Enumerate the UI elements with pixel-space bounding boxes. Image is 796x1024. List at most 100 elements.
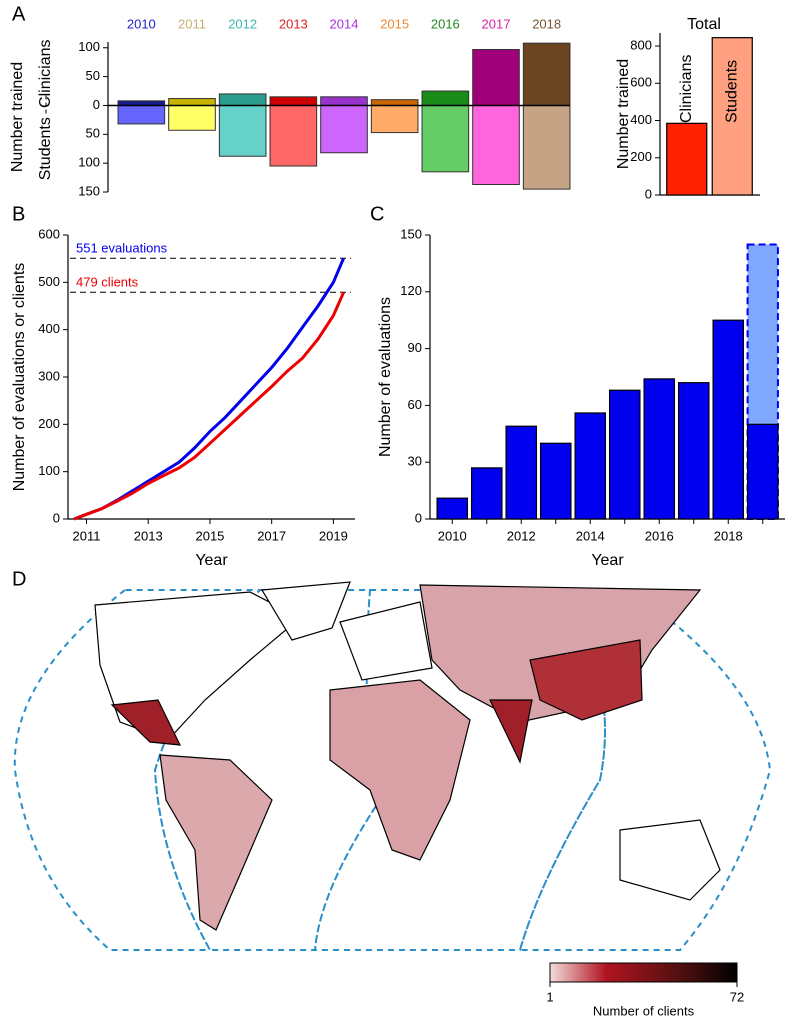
bar bbox=[269, 104, 318, 167]
panel-letter: D bbox=[12, 568, 26, 590]
y-axis-label: Number of evaluations or clients bbox=[11, 263, 28, 492]
world-map bbox=[13, 581, 772, 951]
bar bbox=[522, 104, 571, 190]
y-tick-label: 400 bbox=[38, 321, 60, 336]
y-tick-label: 100 bbox=[38, 463, 60, 478]
bar bbox=[608, 389, 641, 520]
y-tick-label: 200 bbox=[630, 149, 652, 164]
bar bbox=[117, 104, 166, 125]
panel-letter: A bbox=[12, 3, 26, 25]
bar bbox=[712, 319, 745, 520]
x-tick-label: 2010 bbox=[438, 528, 467, 543]
bar bbox=[746, 423, 779, 520]
bar bbox=[539, 442, 572, 520]
chart-title: Total bbox=[687, 16, 721, 33]
year-label: 2017 bbox=[482, 16, 511, 31]
y-tick-label: 90 bbox=[408, 340, 422, 355]
bar bbox=[436, 497, 469, 520]
bar bbox=[218, 104, 267, 157]
china bbox=[529, 639, 643, 721]
year-label: 2014 bbox=[330, 16, 359, 31]
colorbar-min: 1 bbox=[546, 989, 553, 1004]
y-tick-label: 150 bbox=[78, 183, 100, 198]
series-label: Students bbox=[37, 117, 54, 180]
south-america bbox=[159, 754, 273, 931]
panel-letter: B bbox=[12, 203, 25, 225]
x-tick-label: 2012 bbox=[507, 528, 536, 543]
bar bbox=[320, 104, 368, 154]
india bbox=[489, 699, 533, 764]
x-tick-label: 2017 bbox=[257, 528, 286, 543]
greenland bbox=[260, 581, 351, 641]
bar-label: Students bbox=[723, 60, 740, 123]
colorbar bbox=[549, 962, 738, 983]
bar bbox=[269, 96, 318, 106]
y-tick-label: 600 bbox=[38, 226, 60, 241]
bar bbox=[168, 98, 216, 106]
bar bbox=[472, 104, 520, 185]
y-tick-label: 0 bbox=[93, 97, 100, 112]
year-label: 2011 bbox=[178, 16, 206, 31]
line bbox=[73, 291, 345, 521]
y-tick-label: 500 bbox=[38, 274, 60, 289]
y-tick-label: 200 bbox=[38, 416, 60, 431]
x-tick-label: 2013 bbox=[134, 528, 163, 543]
africa bbox=[329, 679, 471, 861]
year-label: 2016 bbox=[431, 16, 460, 31]
annotation: 551 evaluations bbox=[76, 241, 168, 256]
bar bbox=[470, 467, 503, 520]
bar bbox=[168, 104, 216, 131]
y-tick-label: 0 bbox=[415, 510, 422, 525]
y-tick-label: 60 bbox=[408, 397, 422, 412]
y-tick-label: 0 bbox=[645, 186, 652, 201]
bar bbox=[666, 122, 708, 196]
year-label: 2015 bbox=[380, 16, 409, 31]
x-tick-label: 2011 bbox=[73, 528, 101, 543]
colorbar-max: 72 bbox=[730, 989, 744, 1004]
bar bbox=[320, 96, 368, 106]
y-tick-label: 150 bbox=[400, 226, 422, 241]
x-tick-label: 2016 bbox=[645, 528, 674, 543]
y-tick-label: 100 bbox=[78, 155, 100, 170]
y-tick-label: 0 bbox=[53, 510, 60, 525]
y-tick-label: 600 bbox=[630, 75, 652, 90]
bar bbox=[218, 93, 267, 106]
bar bbox=[711, 37, 753, 196]
projection-outline bbox=[13, 588, 772, 951]
y-tick-label: 120 bbox=[400, 283, 422, 298]
year-label: 2018 bbox=[532, 16, 561, 31]
bar-label: Clinicians bbox=[678, 55, 695, 123]
bar bbox=[677, 382, 710, 520]
europe bbox=[339, 601, 433, 681]
bar bbox=[574, 412, 607, 520]
panel-letter: C bbox=[370, 203, 384, 225]
australia bbox=[619, 819, 721, 901]
y-tick-label: 100 bbox=[78, 39, 100, 54]
x-tick-label: 2019 bbox=[319, 528, 348, 543]
bar bbox=[505, 425, 538, 520]
y-tick-label: 400 bbox=[630, 112, 652, 127]
year-label: 2013 bbox=[279, 16, 308, 31]
annotation: 479 clients bbox=[76, 275, 139, 290]
line bbox=[73, 257, 345, 521]
x-axis-label: Year bbox=[591, 552, 624, 569]
year-label: 2012 bbox=[228, 16, 257, 31]
colorbar-label: Number of clients bbox=[593, 1003, 695, 1018]
x-tick-label: 2014 bbox=[576, 528, 605, 543]
mexico bbox=[110, 699, 182, 746]
year-label: 2010 bbox=[127, 16, 156, 31]
bar bbox=[370, 104, 419, 134]
y-axis-label: Number trained bbox=[9, 62, 26, 172]
y-tick-label: 50 bbox=[86, 68, 100, 83]
x-tick-label: 2015 bbox=[195, 528, 224, 543]
bar bbox=[421, 90, 470, 106]
y-axis-label: Number trained bbox=[615, 59, 632, 169]
y-tick-label: 50 bbox=[86, 126, 100, 141]
y-axis-label: Number of evaluations bbox=[377, 297, 394, 457]
y-tick-label: 30 bbox=[408, 454, 422, 469]
y-tick-label: 800 bbox=[630, 37, 652, 52]
y-tick-label: 300 bbox=[38, 368, 60, 383]
x-axis-label: Year bbox=[195, 552, 228, 569]
bar bbox=[643, 378, 676, 520]
